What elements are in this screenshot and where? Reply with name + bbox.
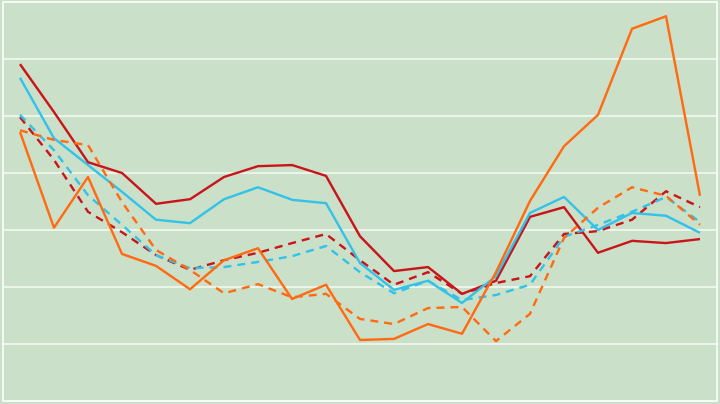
series-line (19, 116, 701, 296)
series-line (19, 129, 701, 343)
lines (18, 15, 702, 343)
series-line (18, 15, 702, 342)
series-line (19, 63, 701, 296)
series-line (19, 114, 701, 302)
